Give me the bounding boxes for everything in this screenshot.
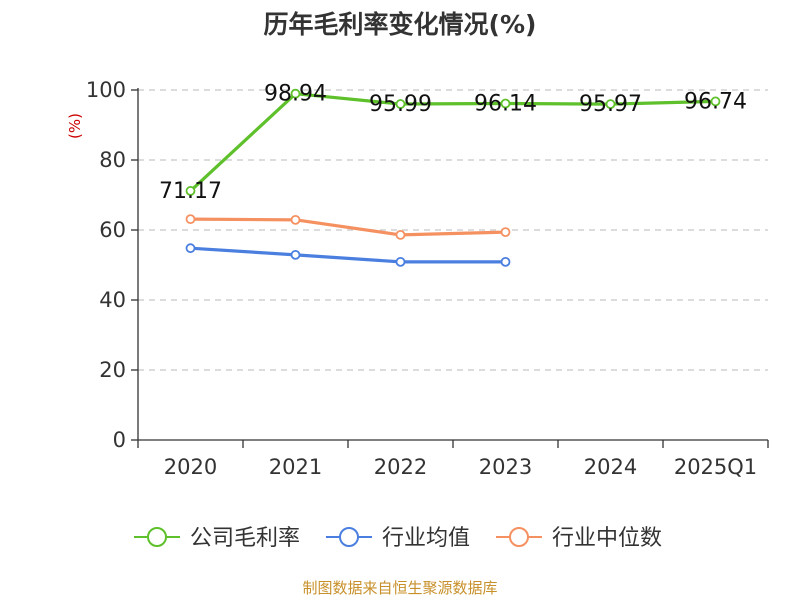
gridlines <box>138 89 768 371</box>
x-tick-label: 2025Q1 <box>674 455 757 479</box>
legend-marker <box>509 527 529 547</box>
series-lines <box>185 88 721 267</box>
legend-label: 行业中位数 <box>552 526 662 551</box>
data-point <box>605 99 616 110</box>
legend-marker <box>147 527 167 547</box>
data-point <box>290 88 301 99</box>
data-point <box>395 256 406 267</box>
x-tick-label: 2024 <box>584 455 637 479</box>
y-tick-label: 100 <box>86 78 126 102</box>
data-point <box>185 243 196 254</box>
data-point <box>395 99 406 109</box>
data-point <box>710 96 721 107</box>
x-tick-label: 2021 <box>269 455 322 479</box>
x-tick-label: 2023 <box>479 455 532 479</box>
y-tick-label: 20 <box>99 358 126 382</box>
data-point <box>500 227 511 238</box>
data-label: 96.14 <box>474 92 537 117</box>
y-tick-label: 40 <box>99 288 126 312</box>
x-tick-labels: 2020 2021 2022 2023 2024 2025Q1 <box>164 455 757 479</box>
legend: 公司毛利率 行业均值 行业中位数 <box>134 526 662 551</box>
data-label: 96.74 <box>684 89 747 114</box>
data-label: 95.99 <box>369 92 432 117</box>
data-point <box>500 256 511 267</box>
series-line <box>190 246 506 264</box>
x-tick-label: 2020 <box>164 455 217 479</box>
data-labels: 71.17 98.94 95.99 96.14 95.97 96.74 <box>159 82 747 204</box>
source-note: 制图数据来自恒生聚源数据库 <box>302 579 497 597</box>
data-point <box>185 214 196 225</box>
legend-label: 行业均值 <box>382 526 470 551</box>
series-line <box>190 217 506 237</box>
y-tick-label: 80 <box>99 148 126 172</box>
legend-label: 公司毛利率 <box>190 526 300 551</box>
legend-marker <box>339 527 359 547</box>
data-label: 98.94 <box>264 82 327 107</box>
chart-title: 历年毛利率变化情况(%) <box>264 10 537 39</box>
data-point <box>395 229 406 240</box>
data-point <box>500 98 511 109</box>
y-tick-labels: 0 20 40 60 80 100 <box>86 78 126 452</box>
x-tick-label: 2022 <box>374 455 427 479</box>
series-line <box>189 92 716 193</box>
y-tick-label: 60 <box>99 218 126 242</box>
data-label: 71.17 <box>159 179 222 204</box>
data-point <box>290 214 301 225</box>
data-point <box>290 249 301 260</box>
axes <box>131 88 769 448</box>
y-axis-label: (%) <box>66 113 84 139</box>
y-tick-label: 0 <box>113 428 126 452</box>
data-label: 95.97 <box>579 92 642 117</box>
data-point <box>185 186 196 196</box>
